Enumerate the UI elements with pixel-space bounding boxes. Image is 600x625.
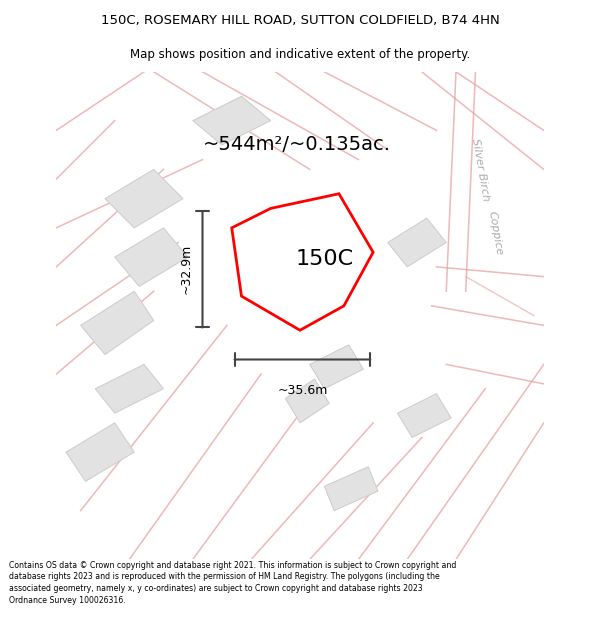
Polygon shape bbox=[310, 345, 364, 389]
Polygon shape bbox=[286, 379, 329, 423]
Polygon shape bbox=[95, 364, 163, 413]
Polygon shape bbox=[80, 291, 154, 354]
Text: Contains OS data © Crown copyright and database right 2021. This information is : Contains OS data © Crown copyright and d… bbox=[9, 561, 457, 605]
Text: Coppice: Coppice bbox=[486, 210, 504, 256]
Text: ~35.6m: ~35.6m bbox=[277, 384, 328, 397]
Text: Silver Birch: Silver Birch bbox=[470, 138, 491, 201]
Polygon shape bbox=[232, 194, 373, 330]
Polygon shape bbox=[398, 394, 451, 438]
Text: 150C, ROSEMARY HILL ROAD, SUTTON COLDFIELD, B74 4HN: 150C, ROSEMARY HILL ROAD, SUTTON COLDFIE… bbox=[101, 14, 499, 27]
Polygon shape bbox=[105, 169, 183, 228]
Polygon shape bbox=[66, 423, 134, 481]
Text: ~32.9m: ~32.9m bbox=[180, 244, 193, 294]
Text: Map shows position and indicative extent of the property.: Map shows position and indicative extent… bbox=[130, 48, 470, 61]
Text: ~544m²/~0.135ac.: ~544m²/~0.135ac. bbox=[203, 136, 391, 154]
Polygon shape bbox=[193, 96, 271, 145]
Polygon shape bbox=[325, 467, 378, 511]
Text: 150C: 150C bbox=[295, 249, 353, 269]
Polygon shape bbox=[115, 228, 188, 286]
Polygon shape bbox=[388, 218, 446, 267]
